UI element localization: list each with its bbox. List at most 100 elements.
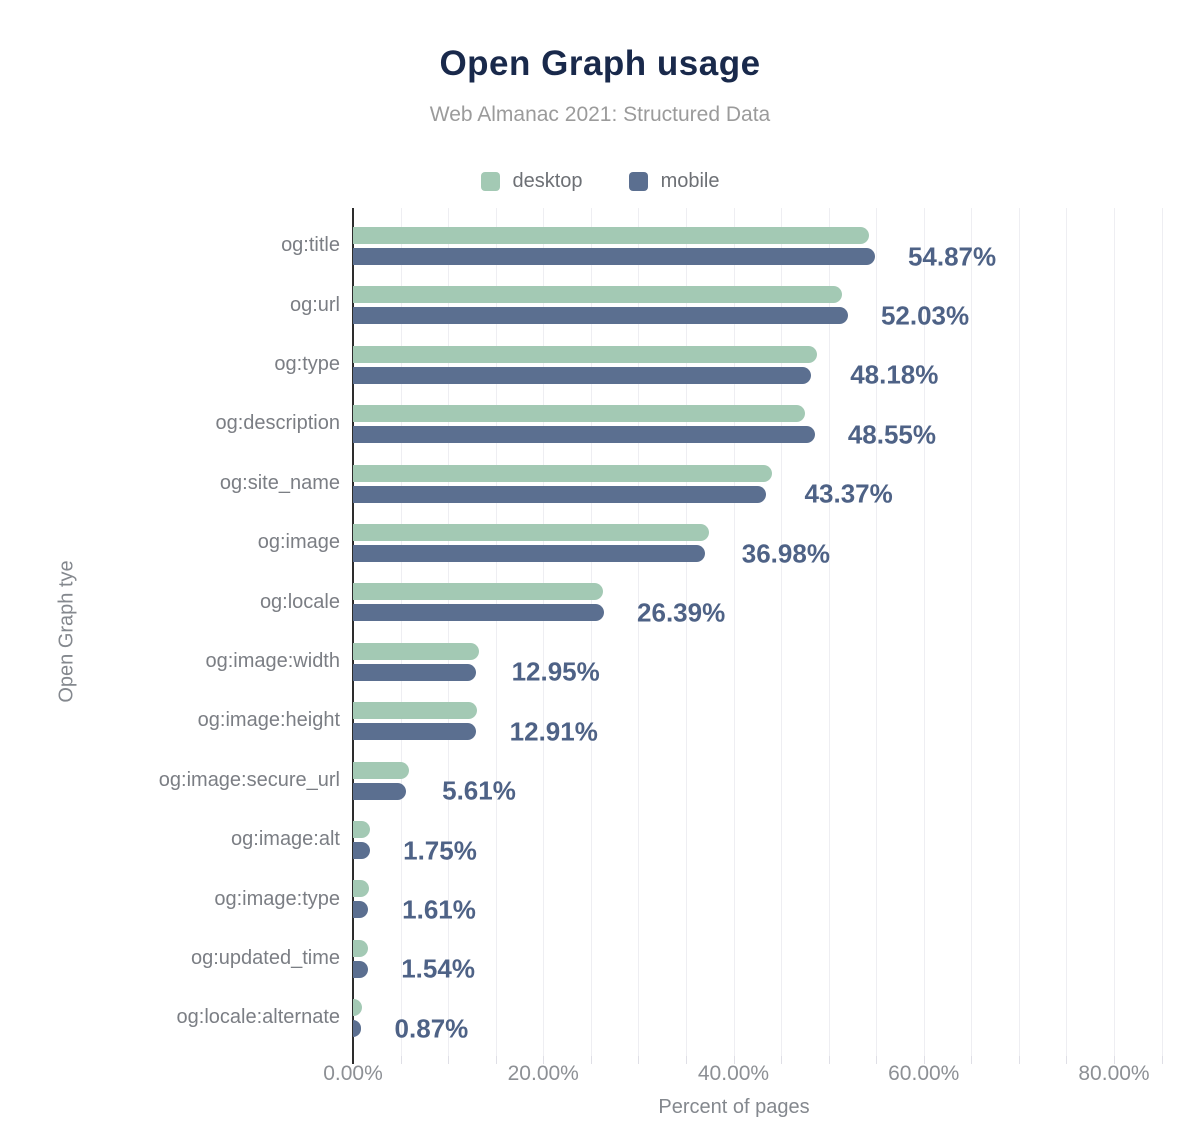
value-label: 54.87% (907, 241, 997, 271)
legend: desktop mobile (0, 170, 1200, 193)
gridline (781, 208, 783, 1056)
bar-row: og:image:type 1.61% (0, 869, 1200, 928)
legend-swatch-mobile (628, 172, 648, 191)
bar-desktop (353, 227, 869, 244)
bar-desktop (353, 464, 772, 482)
category-label: og:locale:alternate (176, 1006, 340, 1029)
bar-mobile (353, 485, 766, 503)
gridline (495, 208, 497, 1056)
gridline (923, 208, 925, 1056)
value-label: 52.03% (880, 300, 970, 331)
bar-desktop (353, 939, 369, 957)
category-label: og:url (289, 293, 340, 316)
bar-row: og:updated_time 1.54% (0, 929, 1200, 988)
bar-mobile (353, 604, 605, 622)
axis-tick (352, 1056, 354, 1064)
gridline (638, 208, 640, 1056)
bar-row: og:locale:alternate 0.87% (0, 988, 1200, 1047)
axis-tick (1066, 1056, 1068, 1064)
x-tick-label: 60.00% (888, 1062, 960, 1085)
bar-desktop (353, 405, 805, 423)
bar-row: og:site_name 43.37% (0, 454, 1200, 513)
bar-mobile (353, 366, 812, 384)
bar-desktop (353, 345, 818, 363)
bar-mobile (353, 663, 477, 681)
value-label: 26.39% (637, 597, 726, 628)
bar-mobile (353, 782, 407, 800)
bar-desktop (353, 761, 410, 779)
axis-tick (1018, 1056, 1020, 1064)
bar-mobile (353, 545, 705, 562)
axis-tick (876, 1056, 878, 1064)
chart-title: Open Graph usage (439, 44, 761, 83)
axis-tick (923, 1056, 925, 1064)
bar-row: og:locale 26.39% (0, 572, 1200, 631)
category-label: og:updated_time (190, 946, 340, 969)
bar-row: og:image 36.98% (0, 513, 1200, 572)
axis-tick (733, 1056, 735, 1064)
gridline (400, 208, 402, 1056)
x-tick-label: 0.00% (323, 1062, 383, 1085)
x-tick-label: 40.00% (697, 1062, 770, 1085)
bar-mobile (353, 960, 368, 978)
bar-row: og:image:alt 1.75% (0, 810, 1200, 869)
bar-row: og:image:width 12.95% (0, 632, 1200, 691)
value-label: 12.95% (511, 656, 600, 687)
axis-tick (495, 1056, 497, 1064)
category-label: og:description (215, 412, 340, 435)
value-label: 48.18% (850, 359, 939, 390)
gridline (733, 208, 735, 1056)
value-label: 48.55% (847, 419, 937, 450)
axis-tick (828, 1056, 830, 1064)
gridline (1066, 208, 1068, 1056)
category-label: og:image:height (197, 709, 340, 732)
bar-row: og:image:secure_url 5.61% (0, 751, 1200, 810)
value-label: 43.37% (804, 478, 893, 509)
x-axis-title: Percent of pages (658, 1096, 810, 1118)
y-axis-title: Open Graph tye (55, 560, 78, 703)
bar-mobile (353, 248, 875, 265)
bar-desktop (353, 642, 479, 660)
axis-tick (638, 1056, 640, 1064)
y-axis-line (352, 208, 354, 1056)
gridline (828, 208, 830, 1056)
legend-swatch-desktop (480, 172, 500, 191)
bar-mobile (353, 842, 370, 859)
category-label: og:locale (259, 590, 340, 613)
axis-tick (448, 1056, 450, 1064)
axis-tick (1161, 1056, 1163, 1064)
category-label: og:site_name (219, 471, 340, 494)
bar-desktop (353, 999, 362, 1017)
bar-mobile (353, 307, 848, 325)
gridline (448, 208, 450, 1056)
bar-row: og:type 48.18% (0, 335, 1200, 394)
value-label: 36.98% (741, 538, 830, 568)
category-label: og:image:width (205, 649, 340, 672)
category-label: og:image (257, 531, 340, 554)
bar-desktop (353, 583, 604, 601)
bar-mobile (353, 1020, 362, 1038)
legend-label: mobile (660, 170, 720, 192)
bar-row: og:description 48.55% (0, 394, 1200, 453)
legend-item-desktop: desktop (480, 170, 583, 193)
value-label: 12.91% (509, 716, 598, 747)
category-label: og:image:type (214, 887, 340, 910)
axis-tick (590, 1056, 592, 1064)
bar-row: og:title 54.87% (0, 216, 1200, 275)
legend-label: desktop (512, 170, 583, 192)
x-tick-label: 20.00% (507, 1062, 579, 1085)
gridline (971, 208, 973, 1056)
value-label: 1.75% (403, 835, 477, 865)
gridline (1114, 208, 1115, 1056)
bar-row: og:image:height 12.91% (0, 691, 1200, 750)
axis-tick (971, 1056, 973, 1064)
axis-tick (1114, 1056, 1115, 1064)
gridline (1018, 208, 1020, 1056)
bar-row: og:url 52.03% (0, 275, 1200, 334)
gridline (685, 208, 687, 1056)
gridline (590, 208, 592, 1056)
bar-desktop (353, 702, 477, 720)
category-label: og:title (281, 234, 340, 257)
gridline (543, 208, 545, 1056)
